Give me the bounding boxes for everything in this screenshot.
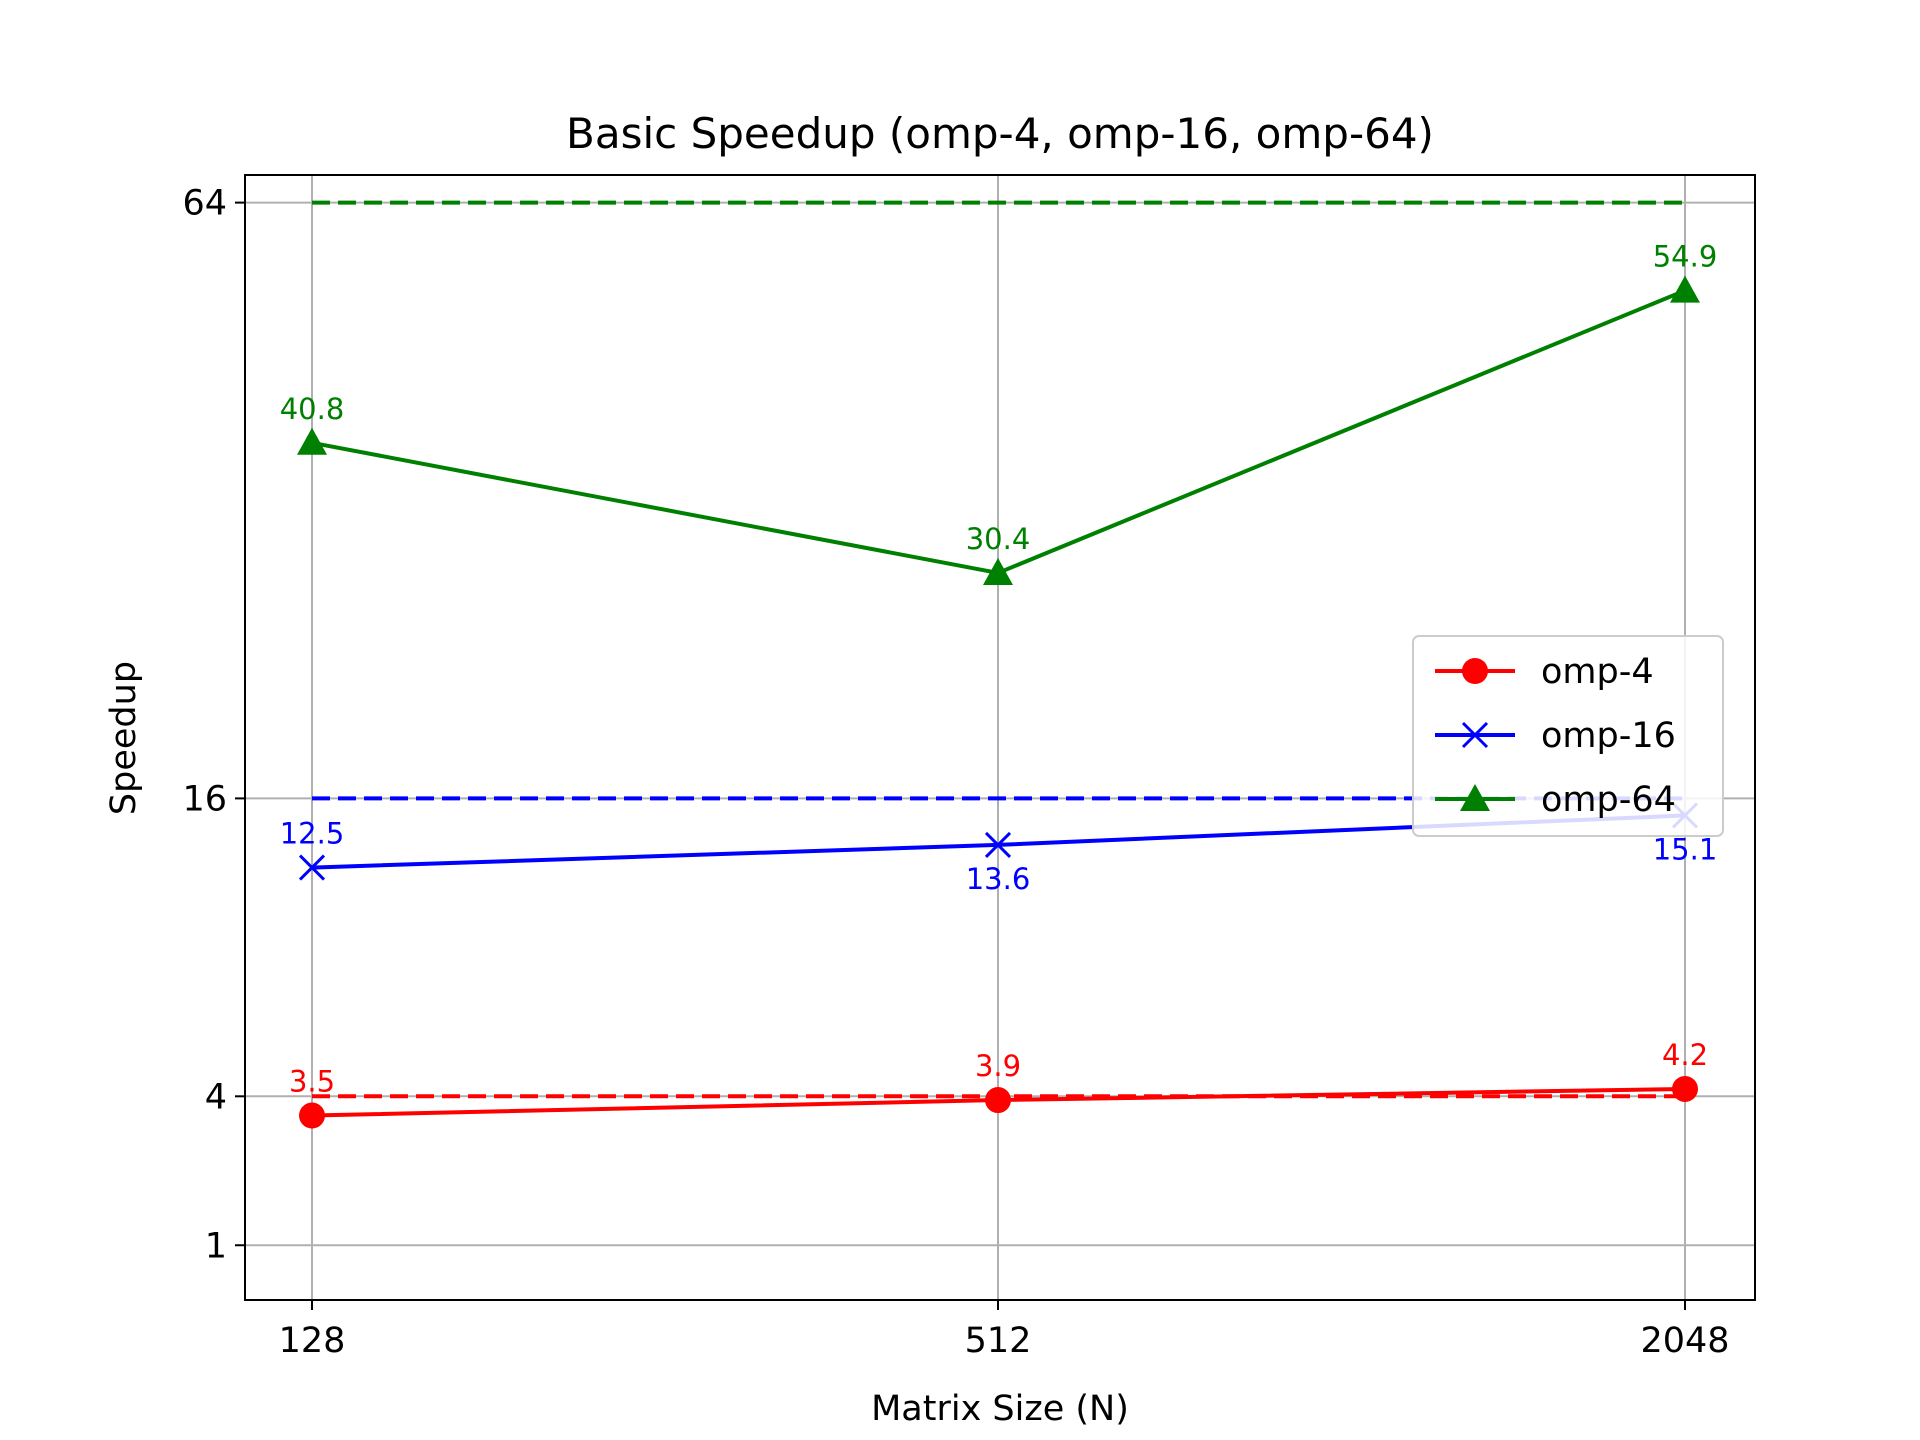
data-label-omp-4-2048: 4.2 bbox=[1662, 1038, 1708, 1072]
data-label-omp-64-2048: 54.9 bbox=[1653, 240, 1718, 274]
marker-omp-4-128 bbox=[299, 1102, 325, 1129]
data-labels: 3.5 3.9 4.2 12.5 13.6 15.1 40.8 30.4 54.9 bbox=[280, 240, 1718, 1099]
marker-omp-4-512 bbox=[985, 1087, 1011, 1114]
data-label-omp-64-512: 30.4 bbox=[966, 522, 1031, 556]
legend: omp-4 omp-16 omp-64 bbox=[1412, 635, 1724, 837]
marker-omp-16-512 bbox=[984, 831, 1012, 858]
series-group bbox=[297, 275, 1700, 1129]
y-tick-label-16: 16 bbox=[182, 779, 227, 819]
legend-label-omp-16: omp-16 bbox=[1541, 716, 1676, 756]
x-tick-label-128: 128 bbox=[279, 1321, 346, 1361]
marker-omp-64-512 bbox=[983, 557, 1013, 585]
legend-label-omp-64: omp-64 bbox=[1541, 780, 1676, 820]
data-label-omp-16-512: 13.6 bbox=[966, 862, 1031, 896]
legend-item-omp-64: omp-64 bbox=[1435, 780, 1676, 820]
x-tick-label-512: 512 bbox=[965, 1321, 1032, 1361]
legend-marker-omp-4 bbox=[1462, 658, 1488, 684]
x-axis-label: Matrix Size (N) bbox=[871, 1389, 1129, 1429]
data-label-omp-16-128: 12.5 bbox=[280, 817, 345, 851]
legend-box bbox=[1412, 635, 1724, 837]
y-tick-label-64: 64 bbox=[182, 184, 227, 224]
marker-omp-64-128 bbox=[297, 427, 327, 455]
marker-omp-64-2048 bbox=[1670, 275, 1700, 303]
legend-marker-omp-16 bbox=[1461, 721, 1489, 749]
x-axis-ticks: 128 512 2048 bbox=[279, 1300, 1730, 1361]
legend-label-omp-4: omp-4 bbox=[1541, 652, 1654, 692]
marker-omp-4-2048 bbox=[1672, 1075, 1698, 1102]
data-label-omp-16-2048: 15.1 bbox=[1653, 832, 1718, 866]
y-tick-label-1: 1 bbox=[205, 1226, 227, 1266]
x-tick-label-2048: 2048 bbox=[1640, 1321, 1729, 1361]
legend-item-omp-16: omp-16 bbox=[1435, 716, 1676, 756]
y-tick-label-4: 4 bbox=[205, 1077, 227, 1117]
y-axis-ticks: 1 4 16 64 bbox=[182, 184, 245, 1266]
data-label-omp-4-128: 3.5 bbox=[289, 1065, 335, 1099]
chart-title: Basic Speedup (omp-4, omp-16, omp-64) bbox=[566, 109, 1434, 158]
legend-marker-omp-64 bbox=[1460, 784, 1490, 811]
legend-item-omp-4: omp-4 bbox=[1435, 652, 1654, 692]
data-label-omp-64-128: 40.8 bbox=[280, 392, 345, 426]
plot-area-frame bbox=[244, 174, 1756, 1301]
marker-omp-16-128 bbox=[298, 854, 326, 881]
y-axis-label: Speedup bbox=[104, 661, 144, 815]
data-label-omp-4-512: 3.9 bbox=[975, 1049, 1021, 1083]
